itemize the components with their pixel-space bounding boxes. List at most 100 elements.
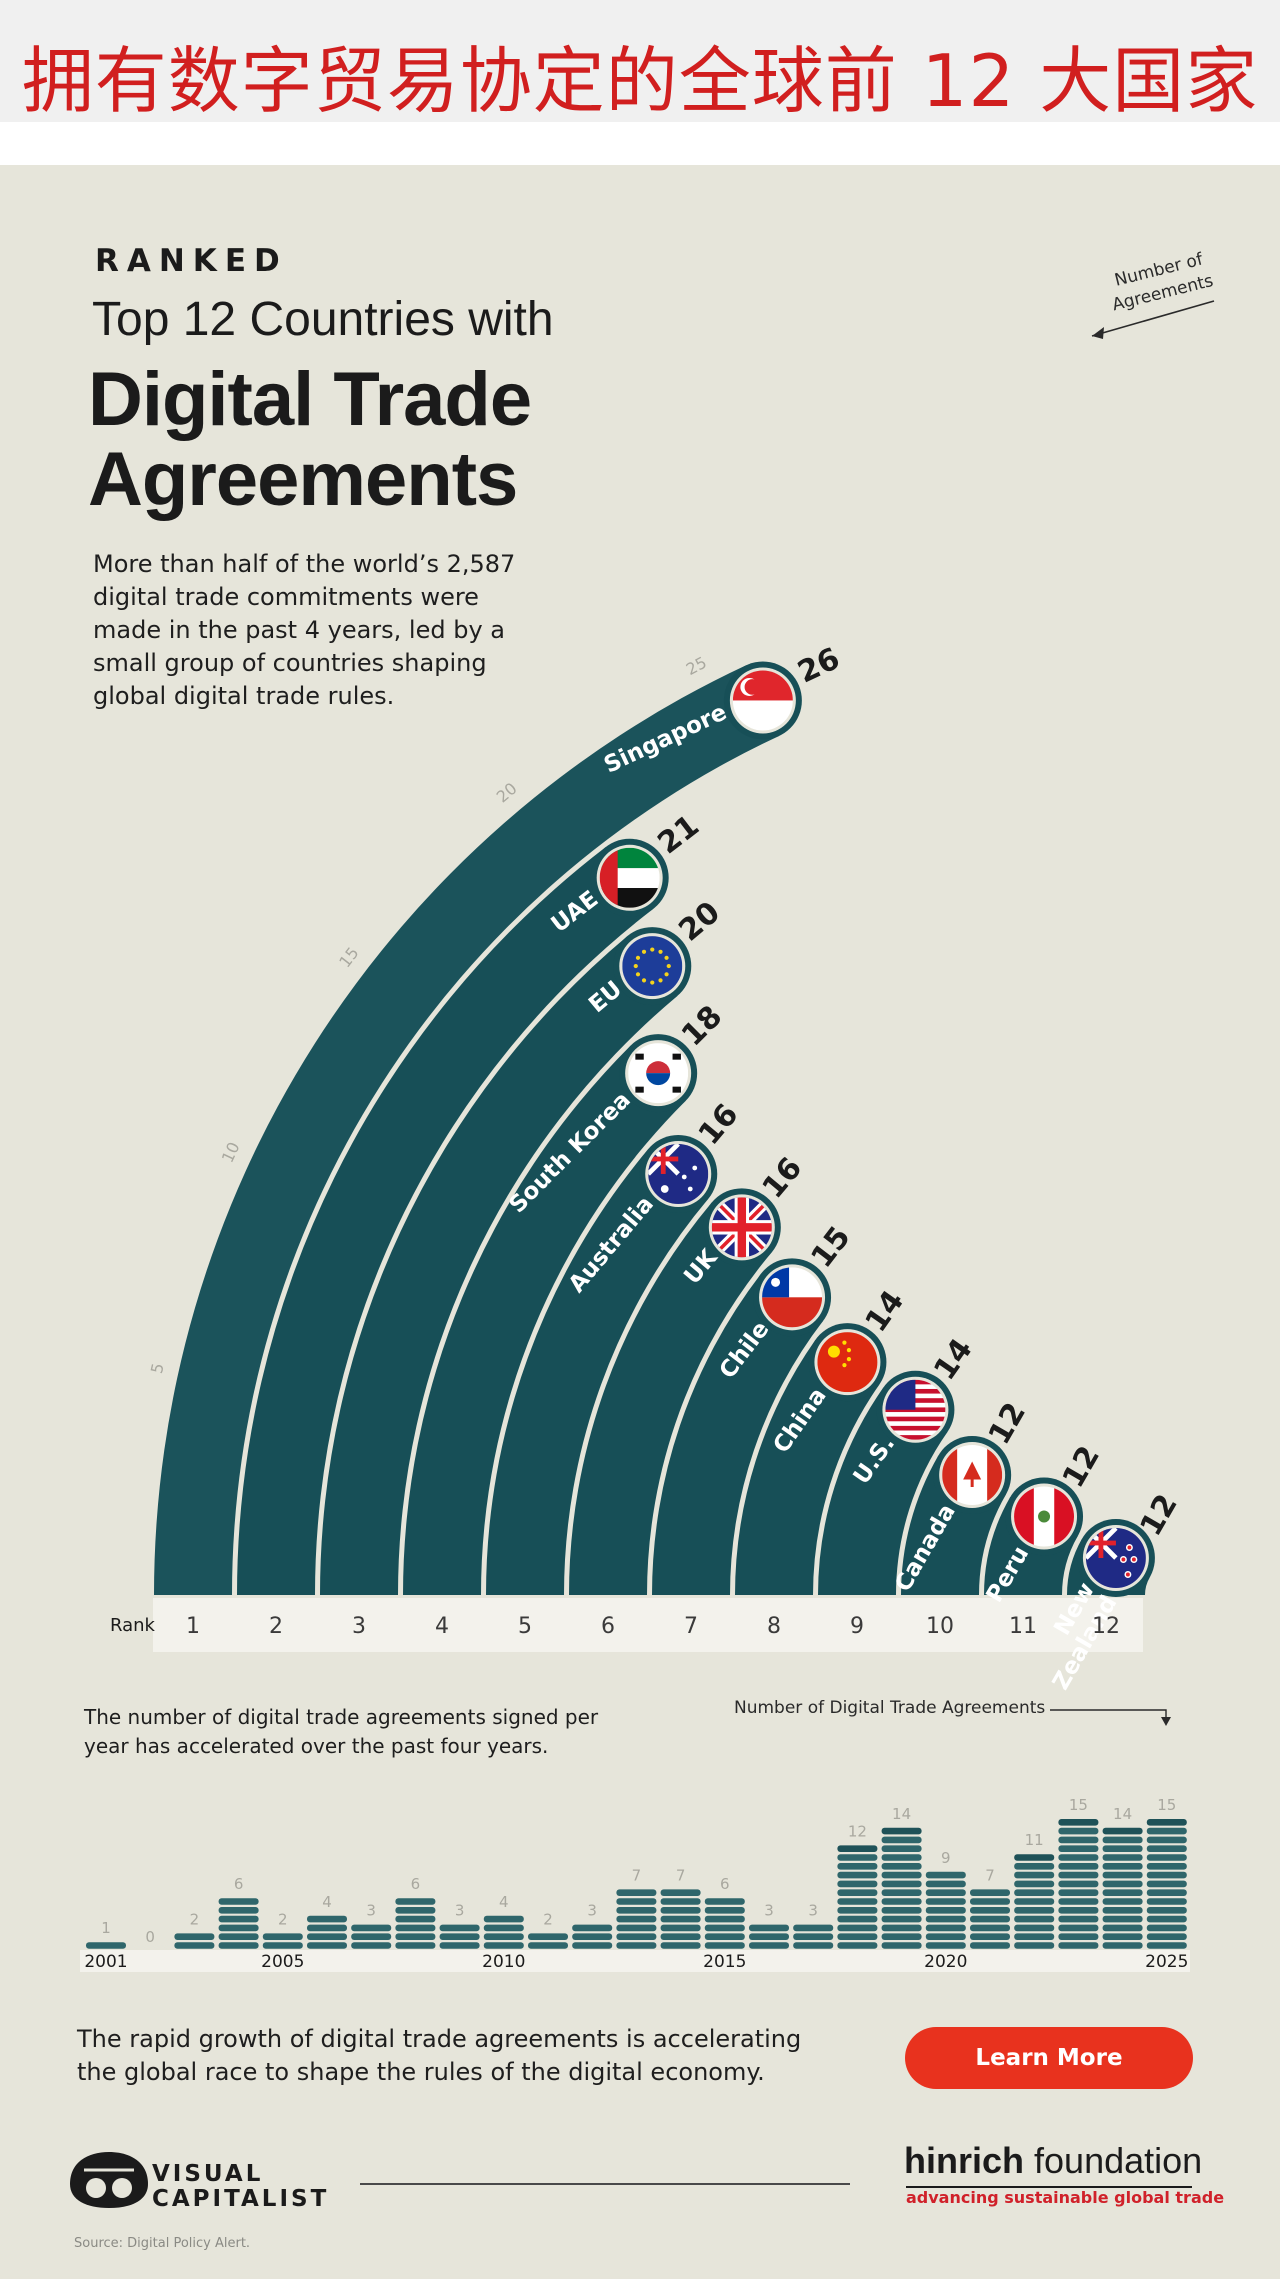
bar-2014 [660, 1889, 701, 1949]
bar-segment [660, 1889, 701, 1896]
bar-2006 [307, 1915, 347, 1949]
track-separator [482, 1109, 681, 1596]
bar-segment [1058, 1863, 1099, 1870]
bar-segment [1146, 1871, 1187, 1879]
china-flag-icon [814, 1329, 881, 1396]
bar-segment [616, 1915, 657, 1923]
bar-value-label: 11 [1025, 1831, 1044, 1849]
scale-tick-label: 5 [147, 1361, 168, 1375]
track-separator [316, 919, 644, 1596]
bar-segment [351, 1942, 392, 1949]
bar-segment [1058, 1933, 1099, 1940]
learn-more-button[interactable]: Learn More [905, 2027, 1193, 2089]
bar-segment [1102, 1898, 1143, 1905]
bar-segment [218, 1933, 259, 1940]
bar-segment [1102, 1942, 1143, 1949]
bar-segment [970, 1889, 1010, 1896]
bar-segment [1014, 1907, 1055, 1914]
bar-2013 [616, 1889, 657, 1949]
rank-label: 10 [926, 1614, 954, 1639]
bar-value-label: 3 [455, 1902, 465, 1920]
bar-segment [660, 1924, 701, 1932]
bar-segment [307, 1942, 347, 1949]
bar-segment [1102, 1836, 1143, 1844]
visual-capitalist-wordmark: VISUAL CAPITALIST [152, 2162, 329, 2212]
scale-tick-label: 10 [218, 1139, 244, 1165]
bar-value-label: 12 [848, 1822, 867, 1840]
bar-segment [837, 1942, 878, 1949]
bar-segment [704, 1907, 745, 1914]
australia-flag-icon [645, 1140, 712, 1207]
bar-segment [1146, 1942, 1187, 1949]
bar-segment [1146, 1915, 1187, 1923]
radial-bar-south-korea [403, 1045, 686, 1595]
bar-value-label: 4 [322, 1893, 332, 1911]
intro-text: More than half of the world’s 2,587 digi… [93, 550, 516, 710]
bar-segment [174, 1942, 215, 1949]
bar-segment [307, 1933, 347, 1940]
bar-value-label: 3 [764, 1902, 774, 1920]
bar-segment [483, 1933, 524, 1940]
rank-label: 8 [767, 1614, 781, 1639]
bar-2015 [704, 1898, 745, 1949]
us-flag-icon [882, 1376, 949, 1443]
bar-segment [616, 1898, 657, 1905]
bar-value-label: 15 [1157, 1796, 1176, 1814]
bar-segment [528, 1933, 568, 1940]
radial-bar-uk [569, 1202, 772, 1595]
bar-segment [793, 1924, 834, 1932]
radial-bar-eu [320, 936, 678, 1595]
bar-segment [572, 1924, 613, 1932]
rank-axis-label: Rank [110, 1615, 156, 1636]
bar-segment [837, 1915, 878, 1923]
bar-segment [793, 1942, 834, 1949]
bar-segment [218, 1915, 259, 1923]
bar-2011 [528, 1933, 568, 1949]
bar-segment [970, 1924, 1010, 1932]
eu-flag-icon [619, 933, 686, 1000]
bar-segment [395, 1942, 436, 1949]
bar-segment [1014, 1915, 1055, 1923]
hinrich-rest: foundation [1024, 2140, 1203, 2181]
bar-segment [704, 1915, 745, 1923]
bar-segment [1058, 1845, 1099, 1852]
bar-segment [1146, 1845, 1187, 1852]
bar-value-label: 1 [101, 1919, 111, 1937]
bar-segment [1058, 1898, 1099, 1905]
bar-segment [660, 1933, 701, 1940]
bar-2018 [837, 1845, 878, 1949]
visual-capitalist-logo-icon [70, 2152, 148, 2208]
bar-segment [881, 1915, 922, 1923]
footer-divider [360, 2183, 850, 2185]
bar-value-label: 15 [1069, 1796, 1088, 1814]
bar-2025 [1146, 1819, 1187, 1949]
source-note: Source: Digital Policy Alert. [74, 2236, 251, 2251]
singapore-flag-icon [729, 667, 796, 734]
hinrich-wordmark: hinrich foundation [904, 2140, 1202, 2182]
scale-tick-label: 20 [493, 779, 521, 807]
bar-value-label: 9 [941, 1849, 951, 1867]
bar-segment [1058, 1942, 1099, 1949]
bar-value-label: 14 [1113, 1805, 1132, 1823]
title-line-1: Top 12 Countries with [92, 293, 554, 346]
bar-2009 [439, 1924, 480, 1949]
radial-tracks [154, 661, 1155, 1597]
bar-segment [1058, 1907, 1099, 1914]
bar-segment [837, 1924, 878, 1932]
year-tick-label: 2015 [703, 1952, 746, 1972]
bar-segment [1102, 1933, 1143, 1940]
bar-segment [1014, 1854, 1055, 1861]
bar-segment [262, 1942, 303, 1949]
bar-segment [1014, 1924, 1055, 1932]
bar-segment [262, 1933, 303, 1940]
vc-line-2: CAPITALIST [152, 2186, 330, 2212]
bar-segment [1146, 1907, 1187, 1914]
bar-segment [616, 1889, 657, 1896]
rank-label: 6 [601, 1614, 615, 1639]
bar-segment [1102, 1880, 1143, 1888]
bar-segment [1146, 1933, 1187, 1940]
track-separator [648, 1259, 770, 1596]
bar-segment [1102, 1827, 1143, 1835]
radial-bar-uae [237, 846, 654, 1595]
kicker: RANKED [95, 243, 288, 279]
